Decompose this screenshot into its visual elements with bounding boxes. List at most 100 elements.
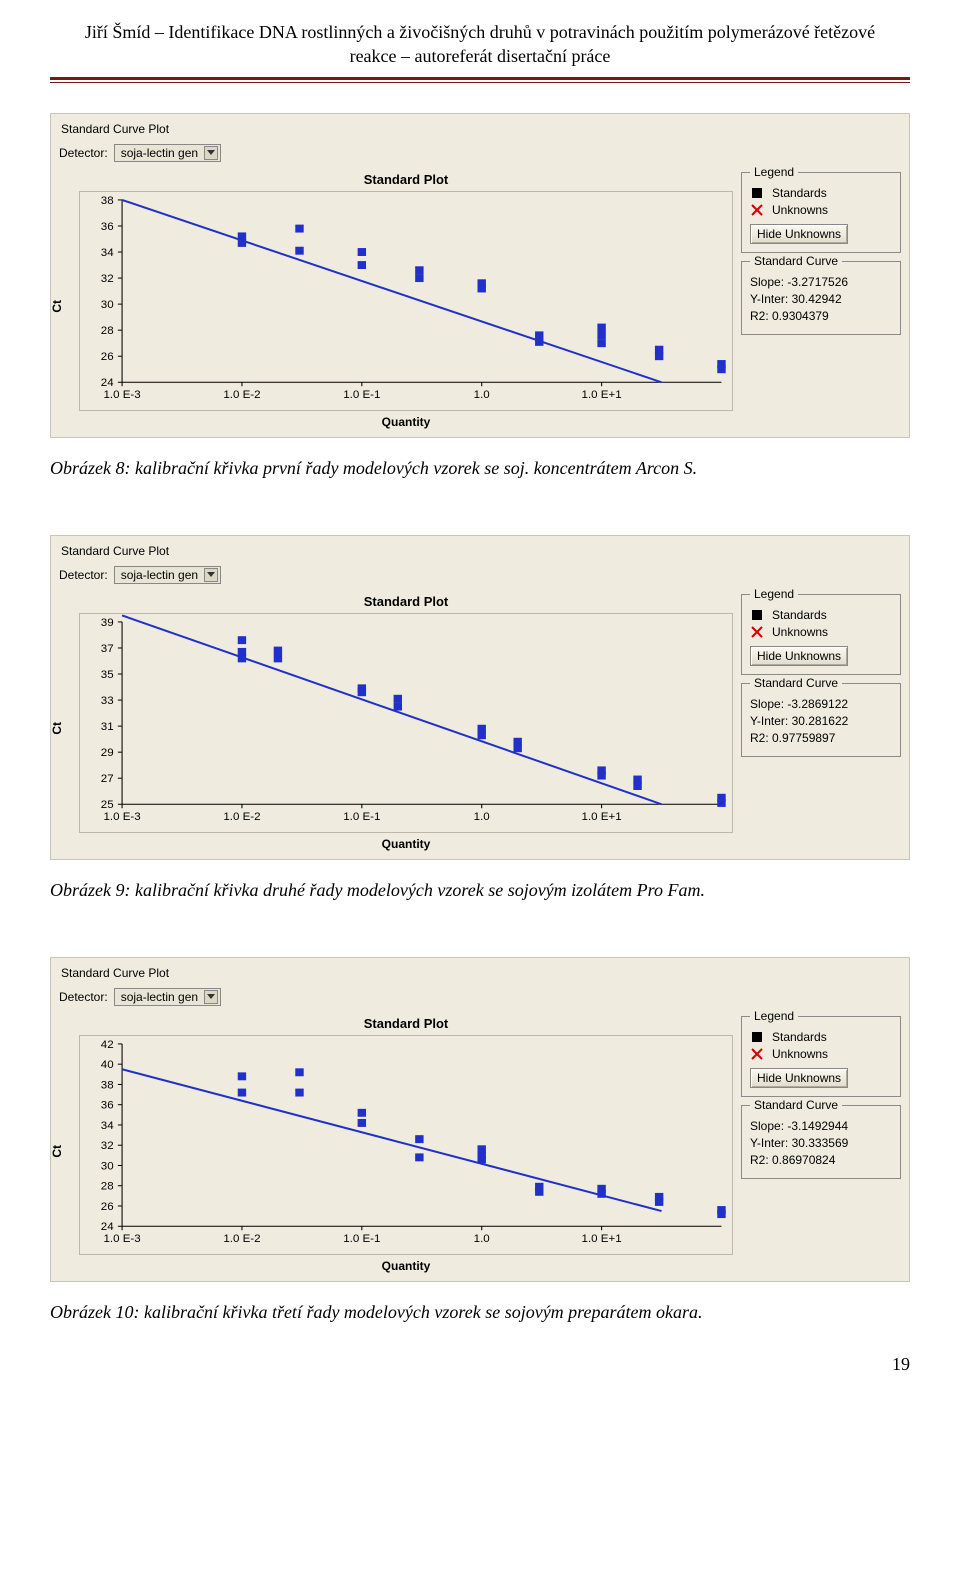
standard-curve-stats: Standard CurveSlope: -3.2869122Y-Inter: …	[741, 683, 901, 757]
svg-text:42: 42	[101, 1039, 114, 1051]
detector-label: Detector:	[59, 568, 108, 582]
square-marker-icon	[750, 1032, 764, 1042]
x-axis-label: Quantity	[79, 1259, 733, 1273]
legend-item-label: Unknowns	[772, 1047, 828, 1061]
legend-title: Legend	[750, 587, 798, 601]
svg-text:1.0 E-3: 1.0 E-3	[103, 389, 140, 401]
standard-curve-stats: Standard CurveSlope: -3.2717526Y-Inter: …	[741, 261, 901, 335]
y-axis-label: Ct	[50, 722, 64, 735]
chevron-down-icon	[204, 990, 218, 1004]
svg-text:34: 34	[101, 1120, 114, 1132]
legend-item: Standards	[750, 608, 892, 622]
detector-row: Detector: soja-lectin gen	[59, 988, 901, 1006]
header-line-1: Jiří Šmíd – Identifikace DNA rostlinných…	[85, 22, 875, 42]
figure-9-caption: Obrázek 9: kalibrační křivka druhé řady …	[50, 878, 910, 902]
svg-text:31: 31	[101, 721, 114, 733]
detector-dropdown[interactable]: soja-lectin gen	[114, 988, 221, 1006]
x-axis-label: Quantity	[79, 415, 733, 429]
svg-text:1.0 E+1: 1.0 E+1	[582, 1234, 622, 1246]
panel-title: Standard Curve Plot	[59, 120, 901, 144]
page-number: 19	[50, 1354, 910, 1375]
svg-text:38: 38	[101, 1080, 114, 1092]
legend-item-label: Standards	[772, 186, 827, 200]
svg-text:24: 24	[101, 1222, 114, 1234]
svg-text:38: 38	[101, 195, 114, 207]
curve-panel-10: Standard Curve Plot Detector: soja-lectin …	[50, 957, 910, 1282]
curve-panel-9: Standard Curve PlotDetector:soja-lectin …	[50, 535, 910, 860]
svg-text:36: 36	[101, 221, 114, 233]
panel-title: Standard Curve Plot	[59, 964, 901, 988]
cross-marker-icon	[750, 1049, 764, 1059]
svg-text:1.0 E-2: 1.0 E-2	[223, 811, 260, 823]
stat-slope: Slope: -3.2717526	[750, 275, 892, 289]
svg-text:28: 28	[101, 1181, 114, 1193]
svg-text:24: 24	[101, 377, 114, 389]
svg-text:1.0: 1.0	[474, 811, 490, 823]
detector-value: soja-lectin gen	[121, 990, 198, 1004]
cross-marker-icon	[750, 205, 764, 215]
detector-dropdown[interactable]: soja-lectin gen	[114, 566, 221, 584]
svg-text:39: 39	[101, 617, 114, 629]
stat-r2: R2: 0.97759897	[750, 731, 892, 745]
hide-unknowns-button[interactable]: Hide Unknowns	[750, 646, 848, 666]
detector-dropdown[interactable]: soja-lectin gen	[114, 144, 221, 162]
detector-row: Detector: soja-lectin gen	[59, 144, 901, 162]
svg-text:1.0 E-1: 1.0 E-1	[343, 811, 380, 823]
paper-header: Jiří Šmíd – Identifikace DNA rostlinných…	[50, 20, 910, 77]
detector-label: Detector:	[59, 990, 108, 1004]
svg-text:36: 36	[101, 1100, 114, 1112]
y-axis-label: Ct	[50, 1145, 64, 1158]
stat-yint: Y-Inter: 30.42942	[750, 292, 892, 306]
svg-text:1.0: 1.0	[474, 1234, 490, 1246]
svg-text:25: 25	[101, 799, 114, 811]
x-axis-label: Quantity	[79, 837, 733, 851]
svg-text:26: 26	[101, 1201, 114, 1213]
legend-group: LegendStandardsUnknownsHide Unknowns	[741, 594, 901, 675]
figure-8-caption: Obrázek 8: kalibrační křivka první řady …	[50, 456, 910, 480]
standard-curve-stats: Standard CurveSlope: -3.1492944Y-Inter: …	[741, 1105, 901, 1179]
cross-marker-icon	[750, 627, 764, 637]
stats-title: Standard Curve	[750, 254, 842, 268]
legend-item-label: Standards	[772, 608, 827, 622]
svg-text:37: 37	[101, 643, 114, 655]
legend-item: Unknowns	[750, 203, 892, 217]
detector-label: Detector:	[59, 146, 108, 160]
svg-text:30: 30	[101, 1161, 114, 1173]
plot-title: Standard Plot	[79, 1016, 733, 1031]
standard-curve-plot: 25272931333537391.0 E-31.0 E-21.0 E-11.0…	[79, 613, 733, 833]
legend-group: LegendStandardsUnknownsHide Unknowns	[741, 1016, 901, 1097]
detector-value: soja-lectin gen	[121, 146, 198, 160]
svg-text:1.0 E+1: 1.0 E+1	[582, 811, 622, 823]
legend-item-label: Unknowns	[772, 625, 828, 639]
svg-text:32: 32	[101, 1141, 114, 1153]
header-line-2: reakce – autoreferát disertační práce	[350, 46, 611, 66]
y-axis-label: Ct	[50, 300, 64, 313]
legend-item: Standards	[750, 1030, 892, 1044]
svg-text:40: 40	[101, 1060, 114, 1072]
hide-unknowns-button[interactable]: Hide Unknowns	[750, 1068, 848, 1088]
square-marker-icon	[750, 188, 764, 198]
stat-r2: R2: 0.9304379	[750, 309, 892, 323]
legend-title: Legend	[750, 165, 798, 179]
stat-r2: R2: 0.86970824	[750, 1153, 892, 1167]
plot-title: Standard Plot	[79, 594, 733, 609]
legend-item-label: Unknowns	[772, 203, 828, 217]
legend-item: Unknowns	[750, 625, 892, 639]
hide-unknowns-button[interactable]: Hide Unknowns	[750, 224, 848, 244]
legend-item-label: Standards	[772, 1030, 827, 1044]
detector-value: soja-lectin gen	[121, 568, 198, 582]
svg-text:35: 35	[101, 669, 114, 681]
svg-text:1.0 E-3: 1.0 E-3	[103, 1234, 140, 1246]
stat-yint: Y-Inter: 30.281622	[750, 714, 892, 728]
standard-curve-plot: 242628303234363840421.0 E-31.0 E-21.0 E-…	[79, 1035, 733, 1255]
stat-yint: Y-Inter: 30.333569	[750, 1136, 892, 1150]
legend-item: Unknowns	[750, 1047, 892, 1061]
svg-text:1.0 E-1: 1.0 E-1	[343, 389, 380, 401]
svg-text:1.0 E+1: 1.0 E+1	[582, 389, 622, 401]
stats-title: Standard Curve	[750, 1098, 842, 1112]
chevron-down-icon	[204, 146, 218, 160]
standard-curve-plot: 24262830323436381.0 E-31.0 E-21.0 E-11.0…	[79, 191, 733, 411]
svg-text:26: 26	[101, 351, 114, 363]
figure-10-caption: Obrázek 10: kalibrační křivka třetí řady…	[50, 1300, 910, 1324]
svg-text:34: 34	[101, 247, 114, 259]
